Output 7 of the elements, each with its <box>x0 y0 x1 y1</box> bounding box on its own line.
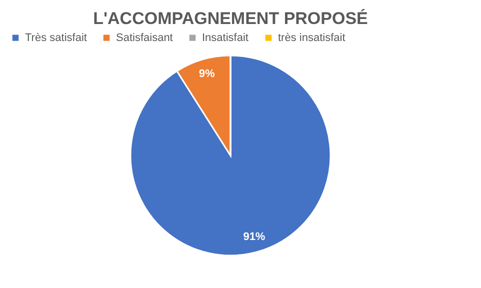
legend-label: Insatisfait <box>202 32 248 44</box>
chart-title: L'ACCOMPAGNEMENT PROPOSÉ <box>93 8 368 28</box>
legend-label: très insatisfait <box>278 32 346 44</box>
data-label: 9% <box>198 68 215 80</box>
legend-label: Très satisfait <box>25 32 87 44</box>
data-label: 91% <box>243 231 266 244</box>
legend-label: Satisfaisant <box>116 32 173 44</box>
